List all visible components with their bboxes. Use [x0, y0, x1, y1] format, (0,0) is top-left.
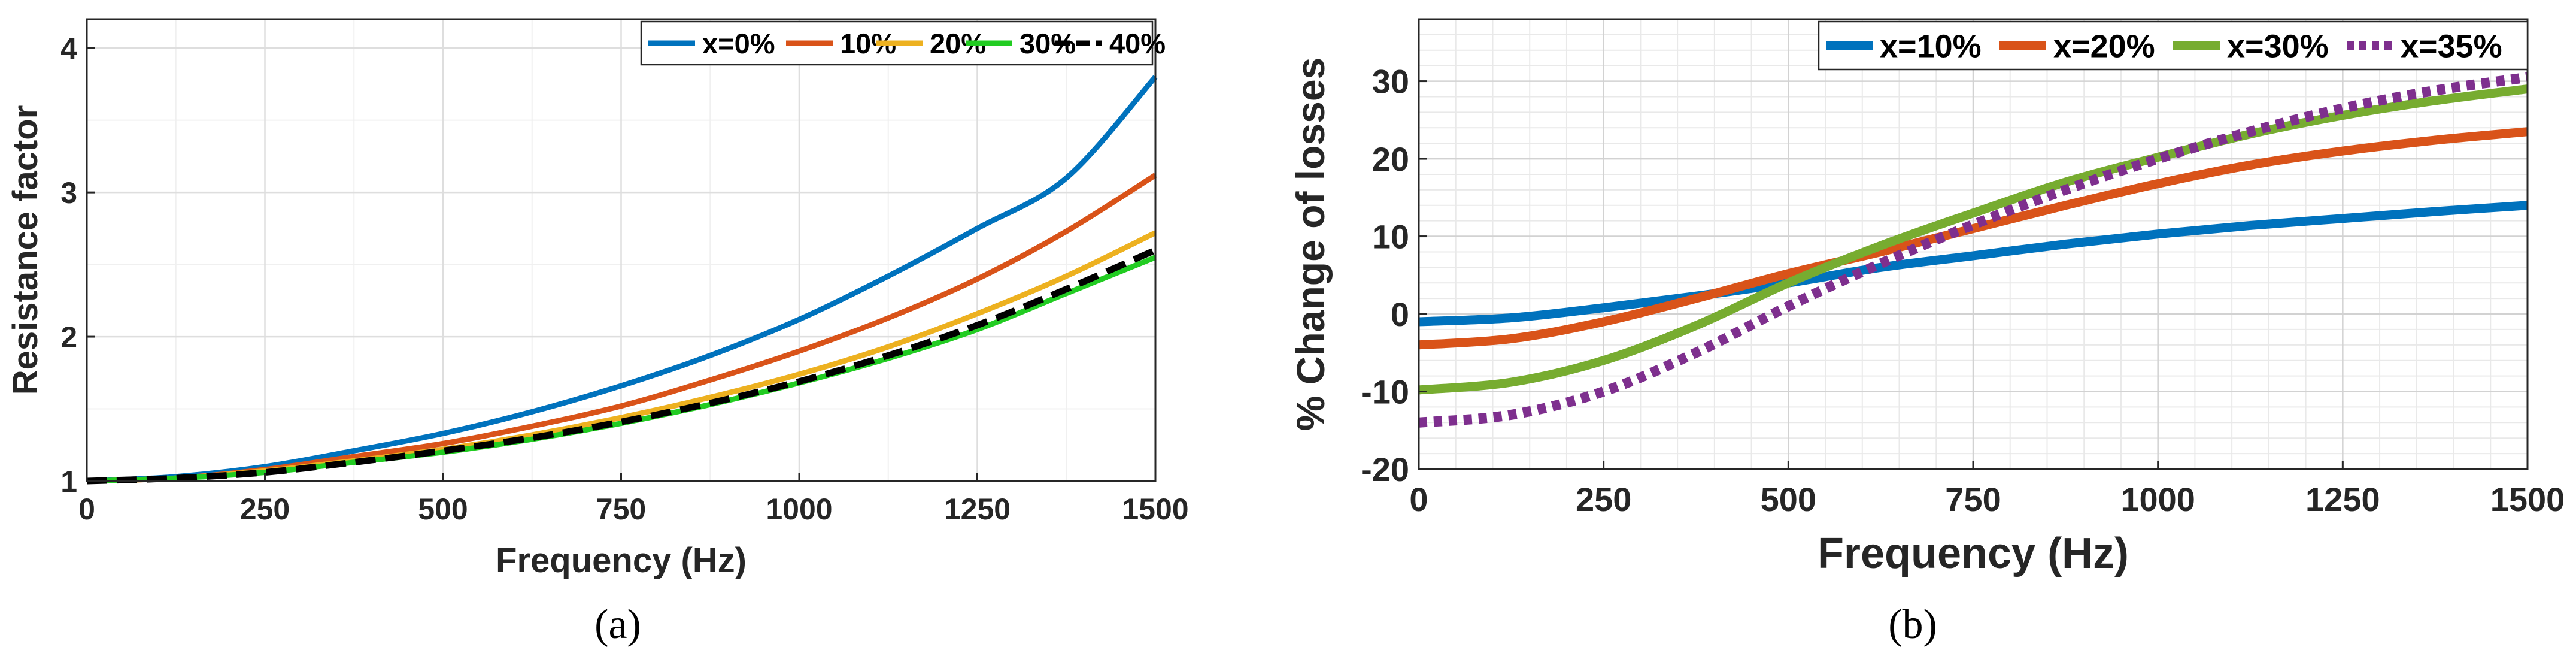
series-line-a-40: [86, 247, 1157, 485]
x-tick-label-a: 250: [240, 492, 290, 526]
legend-label-b-2: x=30%: [2227, 28, 2329, 64]
series-line-a-30: [86, 255, 1157, 484]
x-tick-label-a: 750: [596, 492, 646, 526]
legend-label-b-3: x=35%: [2401, 28, 2502, 64]
x-tick-label-a: 1000: [766, 492, 832, 526]
legend-label-a-4: 40%: [1109, 28, 1166, 59]
x-tick-label-a: 0: [78, 492, 95, 526]
y-tick-label-b: 0: [1391, 295, 1409, 333]
series-line-b-x20: [1418, 127, 2528, 350]
y-tick-label-a: 1: [60, 465, 77, 498]
x-tick-label-b: 1500: [2490, 480, 2565, 518]
x-tick-label-a: 500: [418, 492, 468, 526]
y-tick-label-a: 3: [60, 176, 77, 210]
x-tick-label-a: 1500: [1122, 492, 1188, 526]
y-tick-label-b: 20: [1372, 140, 1409, 178]
caption-b: (b): [1888, 601, 1937, 648]
y-tick-label-a: 2: [60, 321, 77, 354]
legend-label-a-0: x=0%: [702, 28, 775, 59]
x-tick-label-b: 1250: [2305, 480, 2380, 518]
x-tick-label-b: 750: [1945, 480, 2001, 518]
y-tick-label-b: -20: [1361, 451, 1409, 488]
x-axis-label-b: Frequency (Hz): [1818, 530, 2129, 578]
series-line-a-x0: [86, 75, 1158, 484]
y-tick-label-b: 10: [1372, 218, 1409, 256]
x-tick-label-b: 1000: [2120, 480, 2195, 518]
chart-panel-a: 0 250 500 750 1000 1250 1500 1 2 3 4 Frequency (Hz)…: [6, 18, 1189, 580]
caption-a: (a): [594, 601, 641, 648]
y-axis-label-a: Resistance factor: [6, 105, 45, 395]
series-line-b-x30: [1418, 84, 2528, 395]
y-tick-label-a: 4: [60, 32, 77, 65]
y-axis-label-b: % Change of losses: [1288, 58, 1333, 431]
legend-label-b-0: x=10%: [1880, 28, 1982, 64]
series-line-b-x10: [1418, 201, 2528, 327]
legend-label-b-1: x=20%: [2053, 28, 2155, 64]
x-axis-label-a: Frequency (Hz): [496, 541, 747, 580]
y-tick-label-b: -10: [1361, 373, 1409, 411]
x-tick-label-b: 250: [1576, 480, 1631, 518]
chart-panel-b: 0 250 500 750 1000 1250 1500 -20 -10 0 10 20 30 Frequ…: [1288, 18, 2565, 578]
x-tick-label-a: 1250: [944, 492, 1011, 526]
x-tick-label-b: 0: [1409, 480, 1428, 518]
x-tick-label-b: 500: [1761, 480, 1816, 518]
y-tick-label-b: 30: [1372, 63, 1409, 101]
